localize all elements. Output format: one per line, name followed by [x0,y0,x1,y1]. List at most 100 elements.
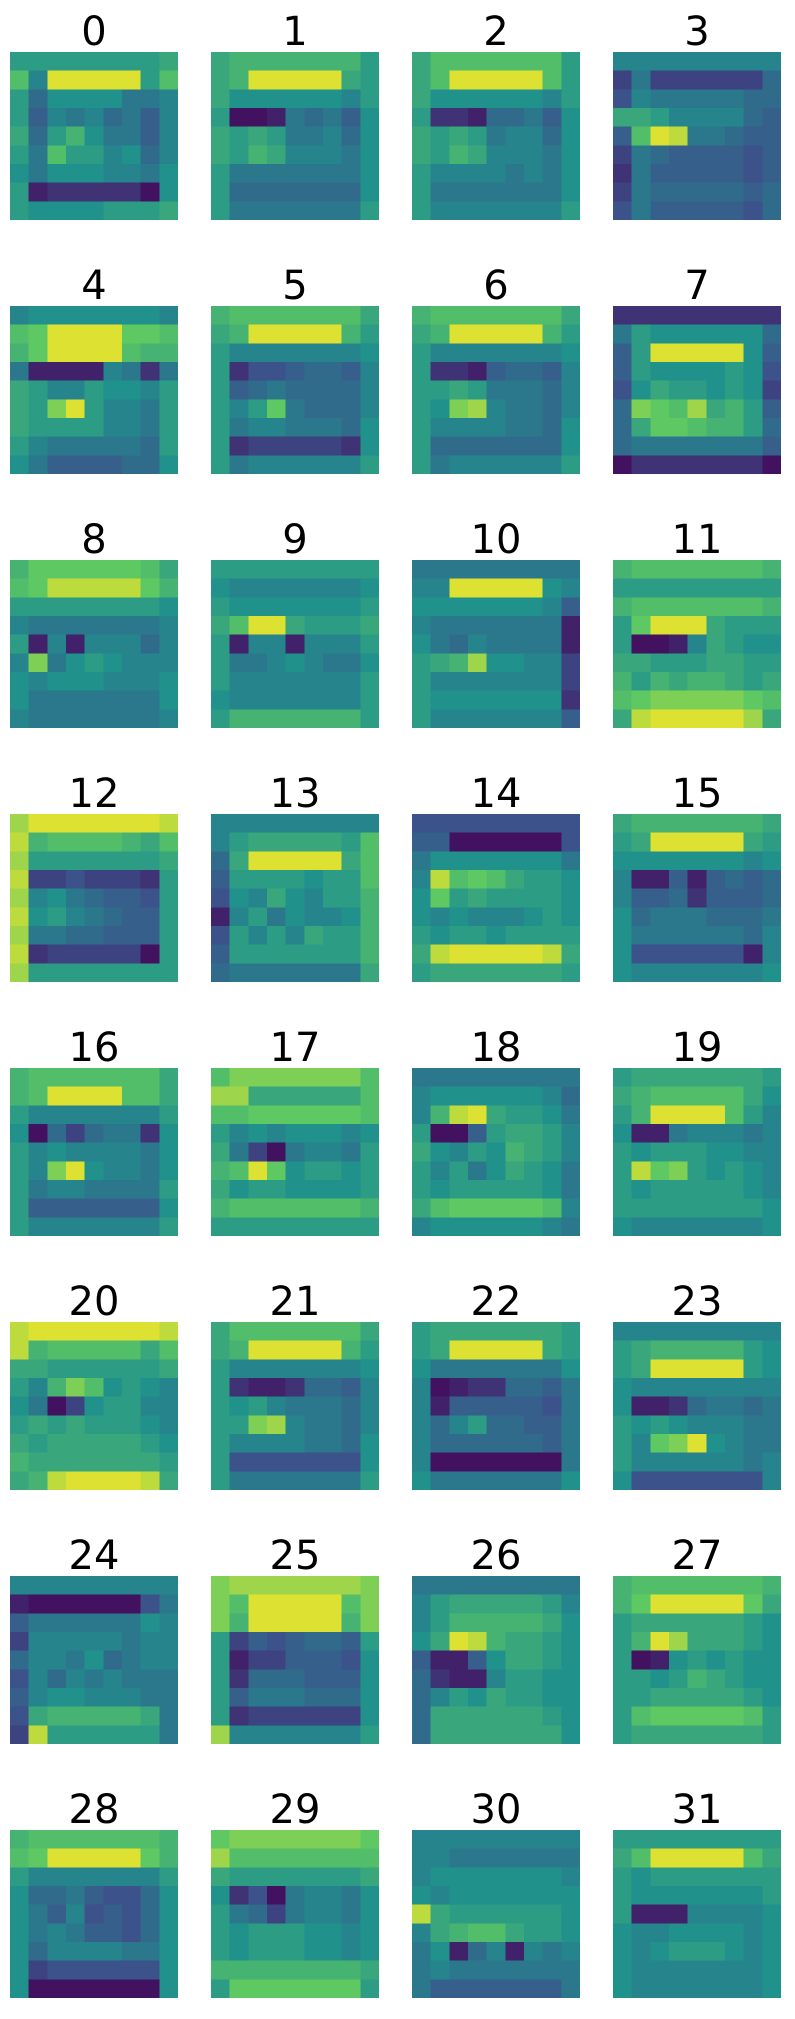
heatmap-cell [140,1725,160,1744]
heatmap-cell [66,1396,86,1416]
heatmap-cell [542,436,562,456]
heatmap-cell [743,1830,763,1850]
heatmap-cell [341,1180,361,1200]
heatmap-panel: 11 [613,520,781,728]
heatmap-cell [743,201,763,220]
heatmap-cell [468,52,488,72]
heatmap-cell [412,672,432,692]
heatmap-cell [631,436,651,456]
heatmap-cell [341,814,361,834]
heatmap-cell [561,1669,580,1689]
heatmap-cell [486,1124,506,1144]
heatmap-cell [505,672,525,692]
heatmap-cell [505,1415,525,1435]
heatmap-cell [669,578,689,598]
heatmap-cell [248,89,268,109]
heatmap-cell [211,1340,231,1360]
heatmap-cell [542,1830,562,1850]
heatmap-cell [505,145,525,165]
heatmap-cell [486,832,506,852]
panel-title: 24 [68,1533,120,1579]
heatmap-cell [561,653,580,673]
heatmap-cell [631,418,651,438]
heatmap-cell [248,1886,268,1906]
heatmap-cell [10,1452,30,1472]
heatmap-cell [28,1669,48,1689]
heatmap-cell [267,560,287,580]
heatmap-cell [687,1886,707,1906]
heatmap-cell [229,1340,249,1360]
heatmap-cell [725,1706,745,1726]
heatmap-cell [360,653,379,673]
panel-title: 20 [68,1279,120,1325]
heatmap-cell [706,89,726,109]
heatmap-cell [159,89,178,109]
heatmap-cell [613,963,633,982]
heatmap-cell [341,1960,361,1980]
heatmap-cell [650,306,670,326]
heatmap-cell [743,944,763,964]
heatmap-cell [304,1725,324,1744]
heatmap-cell [468,832,488,852]
heatmap-cell [706,1688,726,1708]
heatmap-cell [84,907,104,927]
heatmap-cell [449,1669,469,1689]
heatmap-cell [267,963,287,982]
heatmap-cell [631,1848,651,1868]
heatmap-panel: 25 [211,1536,379,1744]
heatmap-cell [486,963,506,982]
heatmap-cell [561,145,580,165]
heatmap-cell [542,1576,562,1596]
heatmap-cell [561,70,580,90]
heatmap-cell [229,52,249,72]
heatmap-cell [561,1452,580,1472]
heatmap-cell [304,634,324,654]
heatmap-cell [706,1613,726,1633]
heatmap-cell [323,944,343,964]
heatmap-cell [631,1396,651,1416]
heatmap-cell [449,1706,469,1726]
heatmap-cell [267,888,287,908]
heatmap-cell [66,578,86,598]
heatmap-cell [84,690,104,710]
heatmap-cell [84,1378,104,1398]
heatmap-cell [468,1979,488,1998]
heatmap-cell [505,380,525,400]
heatmap-cell [84,1340,104,1360]
heatmap-cell [449,1632,469,1652]
heatmap-cell [687,1613,707,1633]
heatmap-cell [323,814,343,834]
heatmap-cell [28,814,48,834]
heatmap-cell [706,926,726,946]
heatmap-cell [10,1124,30,1144]
heatmap-cell [762,201,781,220]
heatmap-cell [103,1198,123,1218]
heatmap-cell [486,1848,506,1868]
heatmap-cell [669,182,689,202]
heatmap-cell [650,418,670,438]
heatmap-cell [524,963,544,982]
heatmap-cell [613,709,633,728]
heatmap-cell [323,1068,343,1088]
heatmap-cell [10,709,30,728]
heatmap-cell [762,1669,781,1689]
heatmap-cell [706,108,726,128]
heatmap-cell [613,1669,633,1689]
heatmap-cell [687,1340,707,1360]
heatmap-cell [28,1452,48,1472]
heatmap-cell [449,1086,469,1106]
heatmap-cell [524,1359,544,1379]
heatmap-cell [229,1904,249,1924]
heatmap-cell [248,1848,268,1868]
heatmap-cell [84,455,104,474]
heatmap-cell [229,1161,249,1181]
heatmap-cell [743,597,763,617]
heatmap-cell [613,1180,633,1200]
heatmap-cell [304,1396,324,1416]
heatmap-cell [285,164,305,184]
heatmap-cell [524,1848,544,1868]
heatmap-cell [285,1867,305,1887]
heatmap-cell [561,1378,580,1398]
heatmap-cell [122,1960,142,1980]
heatmap-cell [706,870,726,890]
